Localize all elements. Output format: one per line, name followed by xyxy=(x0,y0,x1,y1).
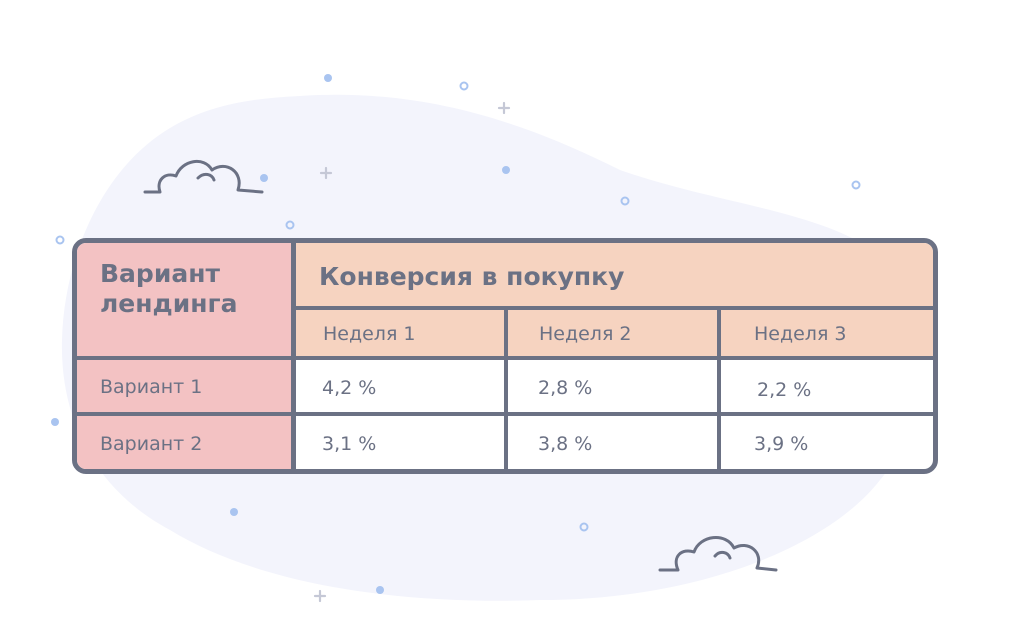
grid-line xyxy=(504,308,508,469)
week-header: Неделя 2 xyxy=(539,323,632,345)
group-header: Конверсия в покупку xyxy=(319,262,625,291)
row-label: Вариант 1 xyxy=(100,376,203,398)
week-header: Неделя 1 xyxy=(323,323,416,345)
grid-line xyxy=(294,306,933,310)
table-cell: 3,8 % xyxy=(538,433,593,455)
table-cell: 2,2 % xyxy=(757,379,812,401)
week-header: Неделя 3 xyxy=(754,323,847,345)
column-header-area xyxy=(294,243,933,356)
grid-line xyxy=(717,308,721,469)
table-cell: 2,8 % xyxy=(538,377,593,399)
corner-header: Вариант лендинга xyxy=(100,259,238,318)
cloud-icon xyxy=(143,160,264,194)
table-cell: 3,9 % xyxy=(754,433,809,455)
grid-line xyxy=(77,356,933,360)
table-cell: 3,1 % xyxy=(322,433,377,455)
cloud-icon xyxy=(658,536,778,572)
grid-line xyxy=(77,412,933,416)
table-cell: 4,2 % xyxy=(322,377,377,399)
conversion-table: Вариант лендинга Конверсия в покупку Нед… xyxy=(72,238,938,474)
row-label: Вариант 2 xyxy=(100,433,203,455)
